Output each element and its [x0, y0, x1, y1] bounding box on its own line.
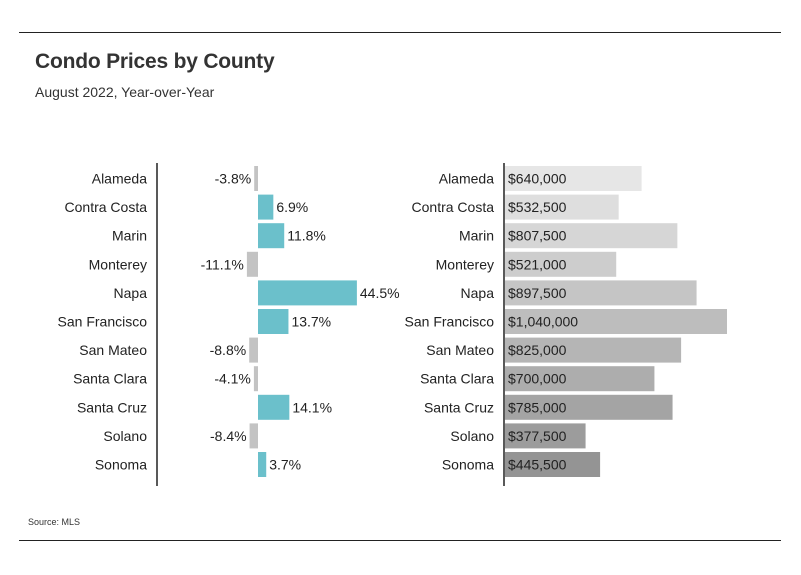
price-value-label: $897,500 [508, 285, 567, 301]
price-category-label: San Francisco [405, 314, 495, 330]
price-category-label: San Mateo [426, 342, 494, 358]
source-note: Source: MLS [28, 517, 81, 527]
yoy-value-label: 11.8% [287, 228, 326, 244]
price-bar [505, 280, 697, 306]
yoy-value-label: 13.7% [291, 314, 331, 330]
price-category-label: Monterey [436, 256, 494, 272]
yoy-value-label: 6.9% [276, 199, 308, 215]
price-bar [505, 366, 655, 392]
price-value-label: $445,500 [508, 457, 567, 473]
price-value-label: $532,500 [508, 199, 567, 215]
yoy-value-label: -8.4% [210, 428, 247, 444]
bottom-rule [19, 540, 781, 541]
price-bar [505, 394, 673, 420]
price-category-label: Sonoma [442, 457, 494, 473]
yoy-category-label: Solano [103, 428, 147, 444]
yoy-bar [258, 280, 357, 306]
price-bar [505, 194, 619, 220]
price-value-label: $825,000 [508, 342, 567, 358]
price-bar [505, 309, 727, 334]
price-bar [505, 423, 586, 449]
chart-title: Condo Prices by County [35, 50, 275, 73]
yoy-bar [253, 366, 258, 392]
yoy-value-label: -11.1% [201, 256, 244, 272]
yoy-category-label: San Mateo [79, 342, 147, 358]
top-rule [19, 32, 781, 33]
yoy-bar [258, 394, 290, 420]
price-value-label: $785,000 [508, 399, 567, 415]
yoy-bar [246, 251, 258, 277]
price-value-label: $700,000 [508, 371, 567, 387]
price-value-label: $377,500 [508, 428, 567, 444]
yoy-value-label: -8.8% [210, 342, 247, 358]
yoy-change-chart: Alameda -3.8% Contra Costa 6.9% Marin 11.8% Mo… [58, 163, 400, 486]
price-bar [505, 251, 617, 277]
chart-subtitle: August 2022, Year-over-Year [35, 84, 215, 100]
yoy-bar [254, 166, 258, 191]
price-category-label: Contra Costa [412, 199, 495, 215]
yoy-category-label: San Francisco [58, 314, 148, 330]
yoy-bar [249, 337, 258, 363]
price-value-label: $521,000 [508, 256, 567, 272]
price-category-label: Santa Clara [420, 371, 494, 387]
yoy-category-label: Contra Costa [65, 199, 148, 215]
price-category-label: Marin [459, 228, 494, 244]
yoy-bar [249, 423, 258, 449]
yoy-bar [258, 223, 285, 249]
yoy-value-label: 3.7% [269, 457, 301, 473]
yoy-bar [258, 194, 274, 220]
yoy-value-label: -3.8% [215, 171, 252, 187]
yoy-category-label: Marin [112, 228, 147, 244]
price-value-label: $807,500 [508, 228, 567, 244]
yoy-category-label: Santa Clara [73, 371, 147, 387]
price-value-label: $1,040,000 [508, 314, 578, 330]
yoy-category-label: Sonoma [95, 457, 147, 473]
yoy-bar [258, 309, 289, 334]
yoy-value-label: 14.1% [292, 399, 332, 415]
yoy-category-label: Napa [114, 285, 148, 301]
price-category-label: Alameda [439, 171, 494, 187]
yoy-category-label: Monterey [89, 256, 147, 272]
price-category-label: Solano [450, 428, 494, 444]
yoy-category-label: Alameda [92, 171, 147, 187]
yoy-value-label: -4.1% [214, 371, 251, 387]
price-bar [505, 452, 601, 477]
price-bar [505, 337, 682, 363]
yoy-bar [258, 452, 267, 477]
price-bar [505, 223, 678, 249]
yoy-category-label: Santa Cruz [77, 399, 147, 415]
price-category-label: Santa Cruz [424, 399, 494, 415]
price-bar [505, 166, 642, 191]
price-category-label: Napa [461, 285, 495, 301]
yoy-value-label: 44.5% [360, 285, 400, 301]
median-price-chart: Alameda $640,000 Contra Costa $532,500 Marin… [405, 163, 727, 486]
price-value-label: $640,000 [508, 171, 567, 187]
